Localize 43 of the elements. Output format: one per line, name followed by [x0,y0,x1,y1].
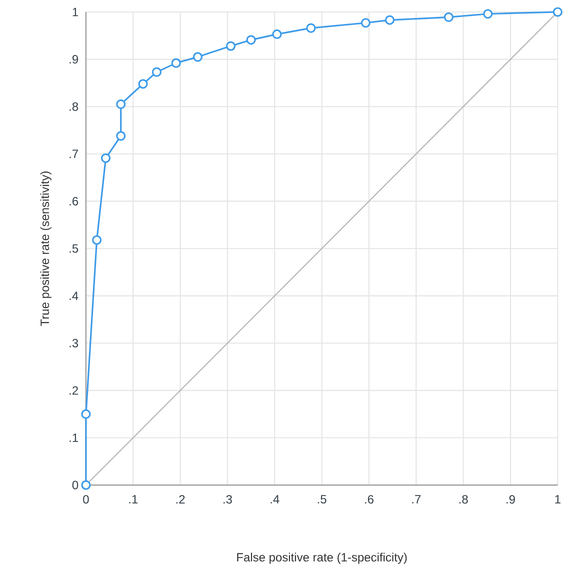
point [272,29,282,40]
point [116,99,126,110]
x-tick-label: .4 [270,495,280,504]
x-tick-label: 1 [555,495,560,504]
y-tick-label: .8 [70,102,78,111]
point [246,35,256,45]
x-tick-label: .8 [459,495,468,504]
point [152,67,162,77]
x-axis-title: False positive rate (1-specificity) [237,552,407,564]
point [226,41,236,51]
y-tick-label: .7 [70,150,78,158]
point [100,153,111,163]
x-tick-label: .9 [506,495,515,504]
point [444,12,454,22]
point [92,235,102,245]
point [81,409,91,419]
y-tick-label: .9 [70,55,78,64]
point [306,23,316,33]
point [360,18,370,28]
point [483,9,493,19]
x-tick-label: .5 [318,495,326,504]
y-tick-label: .1 [70,434,78,442]
point [384,15,395,25]
point [171,58,181,68]
y-tick-label: .5 [70,244,78,253]
point [552,7,562,17]
y-tick-label: 0 [72,480,78,490]
point [138,79,148,89]
y-tick-label: 1 [72,8,78,16]
y-tick-label: .4 [70,292,78,300]
y-tick-label: .3 [70,338,78,348]
x-tick-label: .2 [176,495,185,504]
x-tick-label: .1 [129,495,138,504]
x-tick-label: .6 [365,495,374,504]
point [116,131,126,141]
y-axis-title: True positive rate (sensitivity) [40,172,52,326]
y-tick-label: .2 [70,386,78,395]
point [81,480,91,490]
point [192,52,203,62]
x-tick-label: .7 [412,495,421,504]
x-tick-label: 0 [83,495,89,504]
y-tick-label: .6 [70,196,78,206]
x-tick-label: .3 [224,495,232,504]
